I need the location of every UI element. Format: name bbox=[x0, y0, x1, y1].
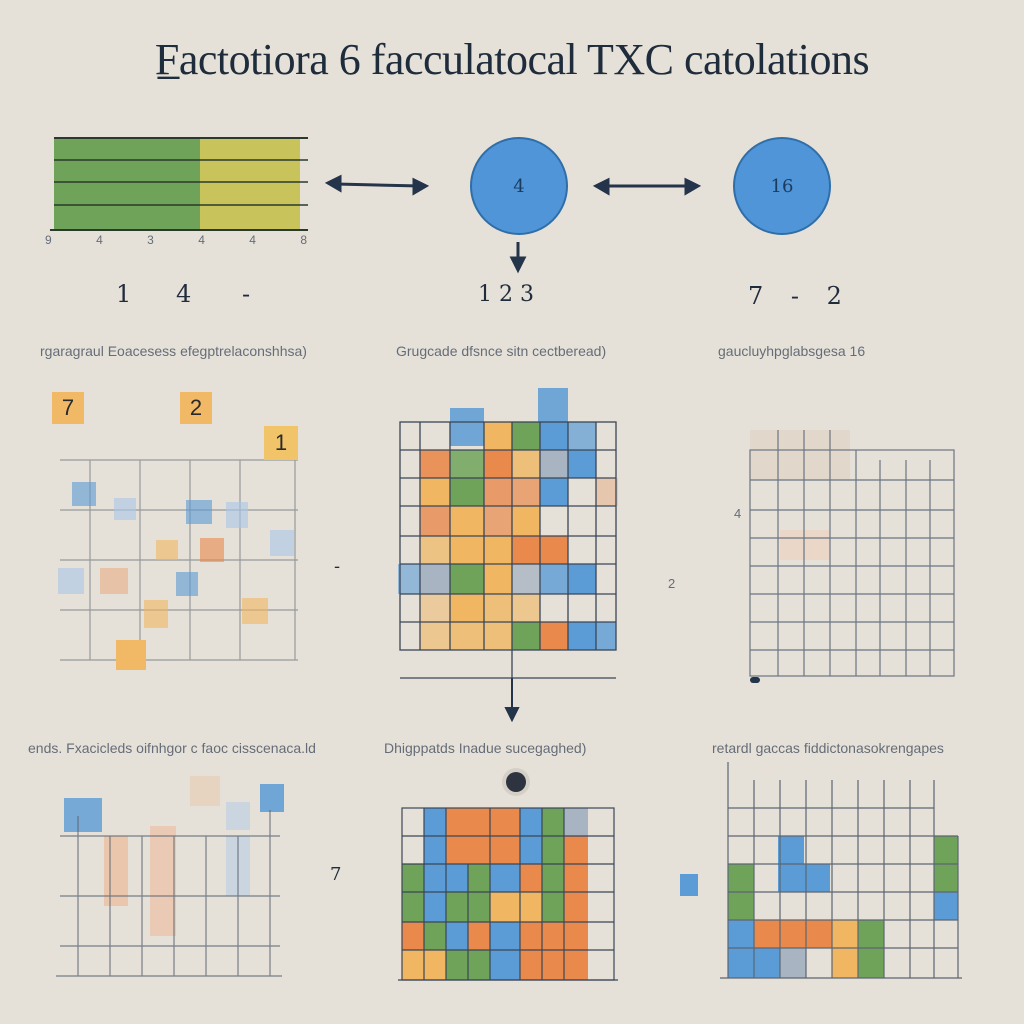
grid-bot-right-cells bbox=[728, 836, 958, 978]
bar-block bbox=[50, 137, 308, 231]
grid-mid-right bbox=[749, 430, 955, 683]
label-mid-right: gaucluyhpglabsgesa 16 bbox=[718, 343, 866, 359]
label-bot-left: ends. Fxacicleds oifnhgor c faoc cisscen… bbox=[28, 740, 316, 756]
mid-right-mark: 2 bbox=[668, 576, 676, 591]
sticky-note-2: 2 bbox=[180, 392, 212, 424]
pin-dot-icon bbox=[506, 772, 526, 792]
bar-number-2: 4 bbox=[176, 280, 192, 308]
grid-mid-left bbox=[58, 459, 298, 661]
label-bot-center: Dhigppatds Inadue sucegaghed) bbox=[384, 740, 587, 756]
sticky-note-3: 1 bbox=[264, 426, 298, 460]
bar-tick-labels: 9 4 3 4 4 8 bbox=[45, 233, 307, 247]
top-row-diagram bbox=[50, 137, 702, 274]
tick-label: 9 bbox=[45, 233, 52, 247]
tick-label: 4 bbox=[96, 233, 103, 247]
label-bot-right: retardl gaccas fiddictonasokrengapes bbox=[712, 740, 944, 756]
tick-label: 4 bbox=[198, 233, 205, 247]
bar-green bbox=[54, 138, 200, 230]
label-mid-center: Grugcade dfsnce sitn cectberead) bbox=[396, 343, 607, 359]
label-mid-left: rgaragraul Eoacesess efegptrelaconshhsa) bbox=[40, 343, 307, 359]
arrow-left-right-1 bbox=[324, 174, 430, 196]
legend-swatch bbox=[680, 874, 698, 896]
bot-left-number: 7 bbox=[330, 864, 342, 885]
bar-number-1: 1 bbox=[116, 280, 132, 308]
circle-b-numbers: 7 - 2 bbox=[748, 282, 852, 310]
sticky-note-4 bbox=[116, 640, 146, 670]
grid-right-tick: 4 bbox=[734, 506, 742, 521]
tick-label: 3 bbox=[147, 233, 154, 247]
grid-bot-center-cells bbox=[402, 808, 588, 980]
page-title: F̲actotiora 6 facculatocal TXC catolatio… bbox=[154, 35, 870, 84]
circle-node-b-label: 16 bbox=[770, 175, 794, 197]
tick-label: 8 bbox=[300, 233, 307, 247]
circle-node-b: 16 bbox=[733, 137, 831, 235]
grid-bot-left bbox=[56, 776, 284, 977]
tick-label: 4 bbox=[249, 233, 256, 247]
arrow-down-2 bbox=[504, 678, 520, 722]
grid-mid-center bbox=[398, 388, 618, 722]
sticky-note-3-label: 1 bbox=[274, 430, 288, 455]
circle-a-numbers: 1 2 3 bbox=[478, 282, 534, 307]
circle-node-a: 4 bbox=[470, 137, 568, 235]
bar-yellow bbox=[200, 138, 300, 230]
arrow-left-right-2 bbox=[592, 177, 702, 196]
bar-number-3: - bbox=[242, 280, 251, 308]
arrow-down-1 bbox=[509, 242, 527, 274]
grid-bot-right bbox=[720, 762, 962, 979]
circle-node-a-label: 4 bbox=[513, 175, 525, 197]
grid-mid-center-cells bbox=[398, 388, 618, 650]
sticky-note-1-label: 7 bbox=[61, 395, 75, 420]
sticky-note-1: 7 bbox=[52, 392, 84, 424]
grid-bot-center bbox=[398, 807, 618, 981]
mid-left-dash: - bbox=[334, 556, 341, 577]
sticky-note-2-label: 2 bbox=[189, 395, 203, 420]
